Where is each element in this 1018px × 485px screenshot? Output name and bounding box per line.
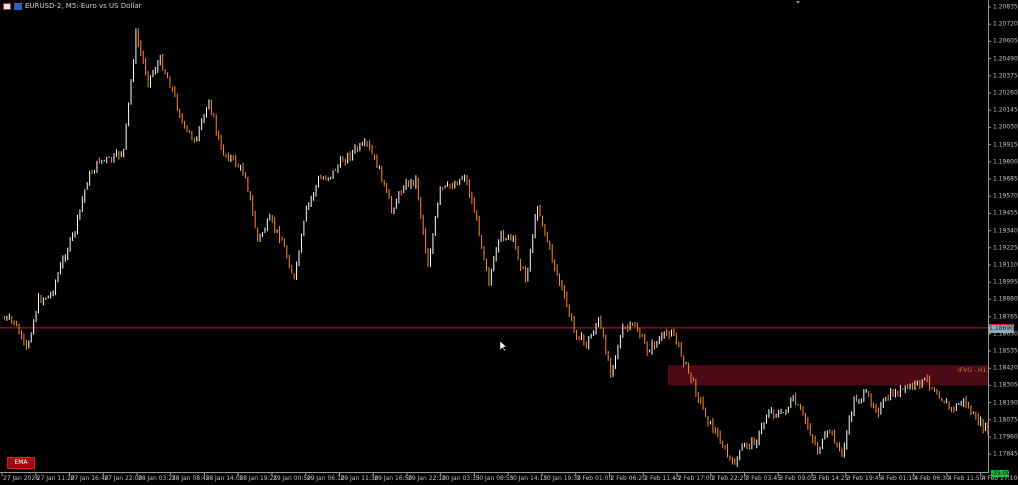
- time-tick-label: 2 Feb 22:20: [711, 475, 748, 482]
- price-tick-label: 1.18190: [993, 399, 1018, 407]
- price-tick-label: 1.17960: [993, 433, 1018, 441]
- fvg-label: IFVG - H1: [958, 367, 987, 374]
- price-tick-label: 1.17845: [993, 450, 1018, 458]
- time-tick-label: 28 Jan 03:25: [138, 475, 176, 482]
- candles: [3, 28, 989, 467]
- time-tick-label: 4 Feb 17:10: [981, 475, 1018, 482]
- price-tick-label: 1.19685: [993, 175, 1018, 183]
- time-tick-label: 29 Jan 00:50: [273, 475, 311, 482]
- price-tick-label: 1.19455: [993, 209, 1018, 217]
- scroll-marker-icon: [796, 1, 800, 4]
- time-tick-label: 30 Jan 03:35: [441, 475, 480, 482]
- time-tick-label: 28 Jan 14:05: [205, 475, 244, 482]
- price-tick-label: 1.20605: [993, 37, 1018, 45]
- price-tick-label: 1.20720: [993, 20, 1018, 28]
- time-axis-ticks: [1, 472, 982, 476]
- price-tick-label: 1.20835: [993, 3, 1018, 11]
- time-tick-label: 3 Feb 19:45: [846, 475, 883, 482]
- price-tick-label: 1.20145: [993, 106, 1018, 114]
- price-axis-ticks: [988, 6, 991, 455]
- price-tick-label: 1.20490: [993, 55, 1018, 63]
- price-tick-label: 1.19340: [993, 227, 1018, 235]
- price-tick-label: 1.18535: [993, 347, 1018, 355]
- time-tick-label: 2 Feb 11:40: [644, 475, 680, 482]
- time-tick-label: 2 Feb 17:00: [678, 475, 714, 482]
- time-tick-label: 3 Feb 03:45: [745, 475, 782, 482]
- symbol-title: EURUSD-2, M5: Euro vs US Dollar: [25, 2, 142, 10]
- price-tick-label: 1.19225: [993, 244, 1018, 252]
- price-tick-label: 1.18880: [993, 295, 1018, 303]
- time-tick-label: 29 Jan 11:30: [340, 475, 379, 482]
- price-tick-label: 1.19110: [993, 261, 1018, 269]
- price-tick-label: 1.19915: [993, 141, 1018, 149]
- time-tick-label: 30 Jan 19:35: [543, 475, 581, 482]
- time-tick-label: 28 Jan 19:25: [239, 475, 278, 482]
- time-tick-label: 4 Feb 11:50: [948, 475, 984, 482]
- mouse-cursor-icon: [499, 340, 508, 352]
- time-tick-label: 2 Feb 01:00: [576, 475, 613, 482]
- chart-window-icon: [3, 2, 11, 10]
- price-tick-label: 1.18305: [993, 381, 1018, 389]
- fvg-zone: [668, 365, 988, 386]
- time-tick-label: 30 Jan 08:55: [475, 475, 514, 482]
- price-tick-label: 1.18075: [993, 416, 1018, 424]
- time-tick-label: 4 Feb 06:30: [914, 475, 950, 482]
- time-tick-label: 3 Feb 14:25: [813, 475, 849, 482]
- time-tick-label: 27 Jan 11:20: [36, 475, 75, 482]
- price-tick-label: 1.18765: [993, 313, 1018, 321]
- time-tick-label: 27 Jan 22:00: [104, 475, 143, 482]
- time-tick-label: 29 Jan 06:10: [306, 475, 345, 482]
- price-tick-label: 1.18650: [993, 330, 1018, 338]
- bar-timer: -35:00: [991, 470, 1011, 477]
- ema-button[interactable]: EMA: [7, 457, 35, 469]
- chart-title: EURUSD-2, M5: Euro vs US Dollar: [3, 2, 142, 10]
- time-tick-label: 4 Feb 01:10: [880, 475, 917, 482]
- time-tick-label: 27 Jan 16:40: [70, 475, 109, 482]
- price-tick-label: 1.20375: [993, 72, 1018, 80]
- time-tick-label: 29 Jan 22:10: [408, 475, 446, 482]
- current-price-tag: 1.18690: [989, 324, 1014, 333]
- time-tick-label: 28 Jan 08:45: [171, 475, 210, 482]
- time-tick-label: 2 Feb 06:20: [610, 475, 647, 482]
- price-tick-label: 1.19800: [993, 158, 1018, 166]
- time-tick-label: 29 Jan 16:50: [374, 475, 413, 482]
- price-tick-label: 1.18995: [993, 278, 1018, 286]
- price-tick-label: 1.20260: [993, 89, 1018, 97]
- time-tick-label: 3 Feb 09:05: [779, 475, 815, 482]
- one-click-trading-icon[interactable]: [14, 2, 22, 10]
- price-tick-label: 1.19570: [993, 192, 1018, 200]
- time-tick-label: 27 Jan 2026: [3, 475, 39, 482]
- time-tick-label: 30 Jan 14:15: [509, 475, 548, 482]
- price-tick-label: 1.20030: [993, 123, 1018, 131]
- price-tick-label: 1.18420: [993, 364, 1018, 372]
